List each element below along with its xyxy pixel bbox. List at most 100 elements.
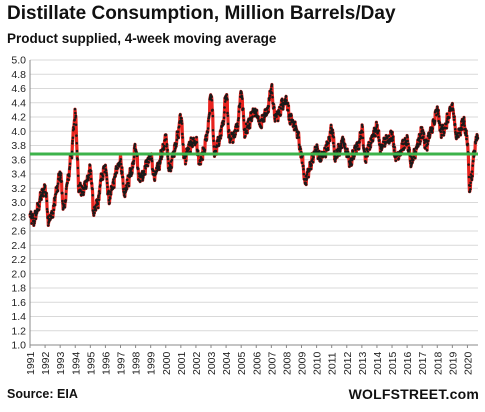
- series-point: [276, 119, 280, 123]
- series-point: [228, 140, 232, 144]
- series-point: [375, 120, 378, 124]
- series-point: [175, 142, 178, 146]
- series-point: [383, 145, 387, 148]
- series-point: [272, 103, 275, 106]
- series-point: [288, 118, 291, 121]
- series-point: [127, 184, 131, 188]
- series-point: [98, 189, 101, 193]
- series-point: [409, 159, 412, 163]
- series-point: [210, 95, 213, 99]
- x-tick-label: 2002: [191, 351, 203, 375]
- series-point: [272, 106, 276, 109]
- series-point: [242, 119, 246, 122]
- series-point: [181, 136, 184, 139]
- y-tick-label: 3.6: [11, 154, 26, 166]
- series-point: [211, 114, 215, 118]
- series-point: [390, 132, 393, 136]
- series-point: [40, 194, 43, 198]
- series-point: [406, 136, 409, 139]
- series-point: [401, 138, 405, 142]
- series-point: [207, 115, 211, 119]
- series-point: [176, 130, 180, 134]
- series-point: [191, 144, 194, 147]
- series-point: [136, 167, 140, 170]
- series-point: [465, 129, 468, 132]
- series-point: [56, 189, 60, 193]
- series-point: [46, 210, 49, 213]
- series-point: [181, 132, 184, 136]
- series-point: [341, 135, 344, 139]
- series-point: [129, 169, 132, 173]
- gridlines: [30, 59, 478, 346]
- series-point: [391, 135, 395, 138]
- series-point: [109, 190, 112, 194]
- series-point: [54, 192, 58, 196]
- series-point: [223, 111, 226, 114]
- series-point: [94, 208, 98, 212]
- series-point: [236, 129, 239, 132]
- series-point: [340, 146, 344, 149]
- series-point: [161, 143, 165, 146]
- y-tick-label: 1.4: [11, 311, 26, 323]
- y-tick-label: 4.4: [11, 97, 26, 109]
- series-point: [326, 148, 330, 151]
- series-point: [82, 193, 85, 197]
- series-point: [180, 119, 183, 123]
- series-point: [174, 145, 178, 148]
- series-point: [407, 150, 410, 153]
- series-point: [96, 202, 100, 206]
- series-point: [68, 166, 71, 169]
- series-point: [230, 137, 233, 140]
- series-point: [243, 134, 247, 138]
- series-point: [160, 157, 163, 161]
- series-point: [223, 100, 227, 103]
- series-point: [418, 142, 422, 146]
- series-point: [297, 131, 300, 134]
- series-point: [132, 162, 135, 166]
- series-point: [74, 111, 77, 115]
- series-point: [464, 131, 468, 135]
- series-point: [343, 143, 347, 146]
- series-point: [453, 122, 457, 126]
- series-point: [377, 136, 380, 139]
- series-point: [211, 108, 214, 112]
- series-point: [163, 144, 166, 148]
- series-point: [181, 143, 185, 146]
- series-point: [413, 156, 417, 160]
- series-point: [166, 155, 170, 158]
- series-point: [237, 116, 240, 120]
- series-point: [365, 148, 369, 152]
- series-point: [98, 184, 102, 187]
- series-point: [225, 93, 228, 96]
- series-point: [128, 171, 132, 175]
- series-point: [392, 142, 396, 146]
- series-point: [64, 198, 67, 202]
- series-point: [150, 159, 154, 163]
- series-point: [361, 130, 364, 134]
- series-point: [300, 161, 304, 165]
- series-point: [293, 120, 297, 124]
- series-point: [107, 199, 111, 202]
- series-point: [275, 115, 278, 118]
- y-tick-label: 5.0: [11, 55, 26, 67]
- series-point: [248, 126, 252, 130]
- series-point: [453, 115, 456, 118]
- series-point: [437, 108, 440, 112]
- series-point: [153, 179, 156, 182]
- series-point: [164, 133, 168, 137]
- series-point: [440, 136, 443, 139]
- x-tick-label: 1991: [25, 351, 37, 375]
- series-point: [60, 191, 64, 195]
- x-tick-label: 2012: [342, 351, 354, 375]
- series-point: [33, 221, 36, 225]
- x-tick-label: 2017: [417, 351, 429, 375]
- series-point: [105, 171, 108, 175]
- series-point: [352, 157, 355, 160]
- series-point: [476, 136, 480, 140]
- series-point: [310, 164, 313, 167]
- x-tick-label: 2009: [297, 351, 309, 375]
- y-tick-label: 3.8: [11, 140, 26, 152]
- y-tick-label: 4.2: [11, 112, 26, 124]
- series-point: [270, 91, 274, 95]
